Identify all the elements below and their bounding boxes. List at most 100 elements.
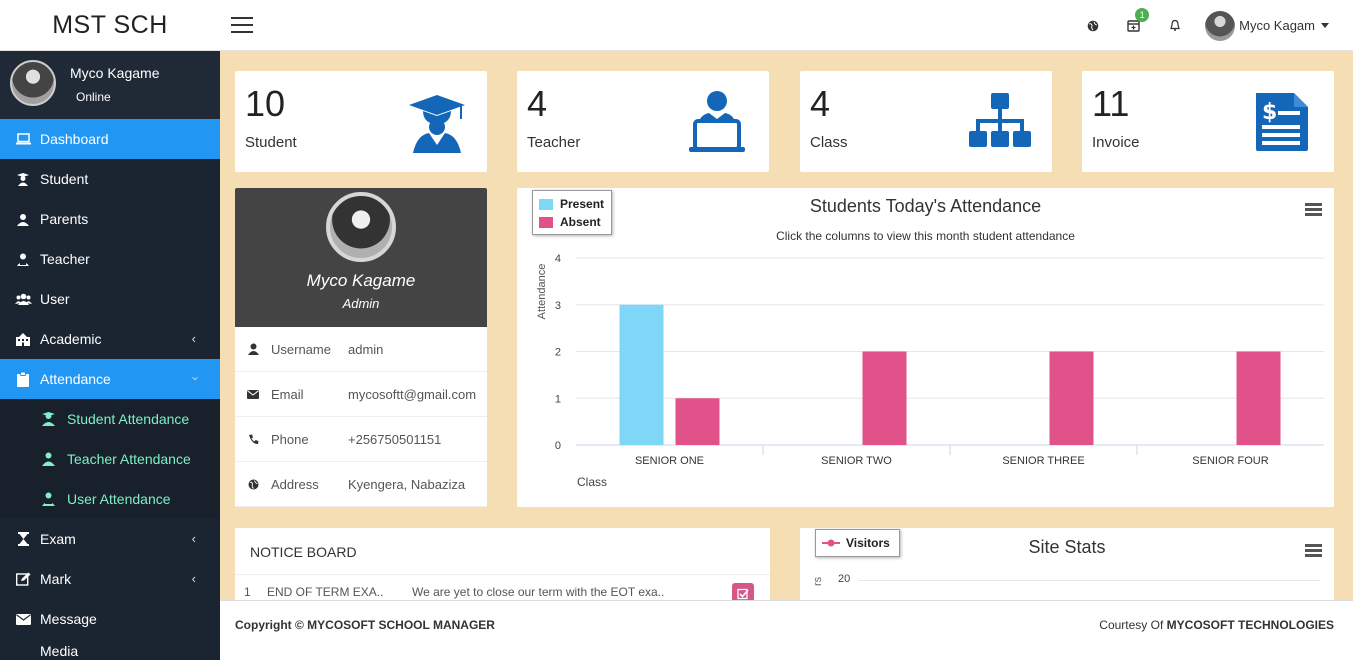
profile-row-label: Phone — [271, 431, 309, 447]
site-stats-gridline — [858, 580, 1320, 581]
bar-absent[interactable] — [1236, 351, 1281, 446]
x-tick-label: SENIOR FOUR — [1192, 455, 1268, 467]
sidebar-item-dashboard[interactable]: Dashboard — [0, 119, 220, 159]
sidebar-subitem-label: Teacher Attendance — [67, 451, 191, 467]
teacher-attendance-icon — [40, 452, 56, 466]
users-icon — [14, 293, 32, 305]
profile-header: Myco Kagame Admin — [235, 188, 487, 327]
site-stats-title: Site Stats — [1028, 537, 1106, 557]
notice-index: 1 — [244, 585, 251, 599]
y-axis-title: Attendance — [536, 264, 548, 320]
legend-label: Visitors — [846, 536, 890, 550]
notifications-button[interactable] — [1154, 0, 1195, 51]
profile-card: Myco Kagame Admin Username admin Email m… — [235, 188, 487, 507]
footer-copyright: Copyright © MYCOSOFT SCHOOL MANAGER — [235, 618, 495, 632]
sidebar-item-label: Media — [40, 643, 79, 659]
globe-icon — [1087, 20, 1098, 31]
legend-item-present[interactable]: Present — [539, 195, 605, 213]
legend-swatch-absent — [539, 216, 553, 228]
edit-icon — [14, 572, 32, 586]
footer-courtesy: Courtesy Of MYCOSOFT TECHNOLOGIES — [1099, 618, 1334, 632]
sidebar-item-academic[interactable]: Academic ‹ — [0, 319, 220, 359]
site-stats-card: Visitors Site Stats rs 20 — [800, 528, 1334, 600]
legend-label: Absent — [560, 215, 601, 229]
profile-row-email: Email mycosoftt@gmail.com — [235, 372, 487, 417]
stat-label: Invoice — [1092, 134, 1140, 151]
stat-label: Teacher — [527, 134, 581, 151]
sidebar-item-message[interactable]: Message — [0, 599, 220, 639]
hourglass-icon — [14, 532, 32, 546]
bar-absent[interactable] — [862, 351, 907, 446]
stat-card-invoice[interactable]: 11 Invoice $ — [1082, 71, 1334, 172]
stat-card-class[interactable]: 4 Class — [800, 71, 1052, 172]
teacher-icon — [14, 253, 32, 266]
legend-item-absent[interactable]: Absent — [539, 213, 605, 231]
sidebar-subitem-label: User Attendance — [67, 491, 171, 507]
avatar — [326, 192, 396, 262]
sidebar-item-media[interactable]: Media — [0, 639, 220, 659]
user-menu[interactable]: Myco Kagam — [1195, 0, 1353, 51]
sidebar-item-label: Exam — [40, 531, 76, 547]
notification-badge: 1 — [1135, 8, 1150, 22]
sidebar-item-student[interactable]: Student — [0, 159, 220, 199]
legend-marker-visitors — [822, 539, 840, 547]
user-attendance-icon — [40, 492, 56, 506]
sidebar-item-teacher[interactable]: Teacher — [0, 239, 220, 279]
calendar-icon — [1127, 20, 1140, 32]
building-icon — [14, 332, 32, 346]
globe-button[interactable] — [1072, 0, 1113, 51]
student-attendance-icon — [40, 412, 56, 426]
sidebar-item-parents[interactable]: Parents — [0, 199, 220, 239]
monitor-icon — [14, 133, 32, 145]
x-tick-label: SENIOR TWO — [821, 455, 892, 467]
bar-absent[interactable] — [1049, 351, 1094, 446]
profile-row-username: Username admin — [235, 327, 487, 372]
stat-count: 10 — [245, 83, 286, 124]
chevron-left-icon: ‹ — [191, 331, 196, 346]
y-tick-label: 4 — [555, 253, 561, 265]
sitemap-icon — [969, 93, 1031, 147]
profile-row-phone: Phone +256750501151 — [235, 417, 487, 462]
notice-row-title: END OF TERM EXA.. — [267, 585, 384, 599]
chart-subtitle: Click the columns to view this month stu… — [776, 229, 1075, 243]
calendar-button[interactable]: 1 — [1113, 0, 1154, 51]
envelope-icon — [14, 613, 32, 625]
sidebar-item-exam[interactable]: Exam ‹ — [0, 519, 220, 559]
y-tick-label: 2 — [555, 347, 561, 359]
chevron-down-icon: ‹ — [186, 376, 202, 381]
sidebar-subitem-student-attendance[interactable]: Student Attendance — [0, 399, 220, 439]
sidebar-item-label: Attendance — [40, 371, 111, 387]
globe-icon — [235, 479, 271, 490]
sidebar-item-label: Academic — [40, 331, 102, 347]
chart-menu-button[interactable] — [1305, 203, 1322, 216]
sidebar-item-user[interactable]: User — [0, 279, 220, 319]
site-stats-menu-button[interactable] — [1305, 544, 1322, 557]
profile-row-label: Address — [271, 476, 319, 492]
footer-courtesy-company: MYCOSOFT TECHNOLOGIES — [1166, 618, 1334, 632]
x-tick-label: SENIOR THREE — [1002, 455, 1084, 467]
clipboard-icon — [14, 371, 32, 387]
stat-card-student[interactable]: 10 Student — [235, 71, 487, 172]
bell-icon — [1169, 19, 1180, 31]
sidebar-item-attendance[interactable]: Attendance ‹ — [0, 359, 220, 399]
profile-row-address: Address Kyengera, Nabaziza — [235, 462, 487, 507]
notice-view-button[interactable] — [732, 583, 754, 600]
sidebar-subitem-teacher-attendance[interactable]: Teacher Attendance — [0, 439, 220, 479]
bar-present[interactable] — [619, 304, 664, 445]
header-actions: 1 Myco Kagam — [1072, 0, 1353, 51]
sidebar-toggle-button[interactable] — [231, 17, 253, 33]
chevron-left-icon: ‹ — [191, 531, 196, 546]
stat-card-teacher[interactable]: 4 Teacher — [517, 71, 769, 172]
stat-count: 4 — [810, 83, 831, 124]
legend-item-visitors[interactable]: Visitors — [815, 529, 900, 557]
brand-logo[interactable]: MST SCH — [52, 11, 168, 39]
chart-legend: Present Absent — [532, 190, 612, 235]
envelope-icon — [235, 389, 271, 399]
attendance-chart-card: Present Absent Students Today's Attendan… — [517, 188, 1334, 507]
sidebar-item-mark[interactable]: Mark ‹ — [0, 559, 220, 599]
bar-absent[interactable] — [675, 398, 720, 445]
phone-icon — [235, 434, 271, 445]
chevron-left-icon: ‹ — [191, 571, 196, 586]
profile-name: Myco Kagame — [306, 271, 416, 290]
sidebar-subitem-user-attendance[interactable]: User Attendance — [0, 479, 220, 519]
